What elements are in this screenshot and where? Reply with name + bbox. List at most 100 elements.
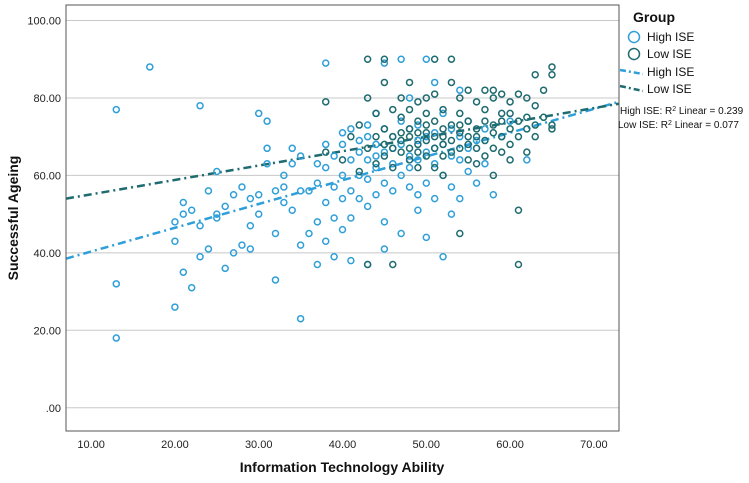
point-low-ise <box>380 140 389 149</box>
y-tick-label: 100.00 <box>27 15 61 27</box>
point-high-ise <box>238 183 246 191</box>
point-low-ise <box>363 260 372 269</box>
point-high-ise <box>330 152 338 160</box>
point-low-ise <box>472 125 481 133</box>
point-high-ise <box>372 140 380 149</box>
point-low-ise <box>472 98 481 106</box>
fit-line-high-ise <box>65 100 620 260</box>
point-high-ise <box>112 334 121 342</box>
point-low-ise <box>405 105 414 114</box>
point-high-ise <box>355 171 364 180</box>
r2-low-sup: 2 <box>668 120 672 127</box>
point-low-ise <box>389 144 397 153</box>
point-high-ise <box>422 132 431 141</box>
point-high-ise <box>204 187 213 195</box>
point-high-ise <box>397 117 405 125</box>
point-low-ise <box>389 132 397 141</box>
point-low-ise <box>372 132 380 141</box>
point-high-ise <box>414 136 422 145</box>
point-high-ise <box>464 144 472 153</box>
point-high-ise <box>338 129 347 137</box>
point-low-ise <box>489 129 498 137</box>
point-high-ise <box>414 121 422 129</box>
point-high-ise <box>456 156 464 164</box>
point-high-ise <box>171 303 179 311</box>
r2-low-suffix: Linear = 0.077 <box>672 120 739 131</box>
point-high-ise <box>430 194 439 203</box>
point-high-ise <box>238 241 246 249</box>
y-tick-label: 20.00 <box>33 325 61 337</box>
point-low-ise <box>506 125 514 133</box>
point-low-ise <box>422 152 431 160</box>
point-low-ise <box>548 63 556 71</box>
point-low-ise <box>523 94 531 102</box>
point-low-ise <box>539 86 548 94</box>
point-high-ise <box>288 160 296 168</box>
point-low-ise <box>531 101 539 110</box>
point-high-ise <box>296 241 305 249</box>
point-low-ise <box>405 125 414 133</box>
point-high-ise <box>481 125 489 133</box>
point-low-ise <box>397 113 405 122</box>
point-high-ise <box>313 179 322 187</box>
fit-line-low-ise <box>65 102 620 200</box>
point-low-ise <box>380 152 389 160</box>
x-axis-ticks: 10.00 20.00 30.00 40.00 50.00 60.00 70.00 <box>77 439 607 451</box>
point-high-ise <box>246 194 255 203</box>
legend-label-high-ise: High ISE <box>647 30 694 44</box>
point-high-ise <box>447 152 456 160</box>
x-axis-title: Information Technology Ability <box>240 459 445 475</box>
point-low-ise <box>523 148 531 156</box>
point-high-ise <box>456 194 464 203</box>
point-high-ise <box>246 245 255 253</box>
point-low-ise <box>414 117 422 125</box>
point-high-ise <box>414 191 422 199</box>
point-high-ise <box>288 206 296 215</box>
point-high-ise <box>271 276 280 284</box>
point-low-ise <box>422 136 431 145</box>
point-high-ise <box>338 225 347 234</box>
point-high-ise <box>179 198 188 207</box>
point-low-ise <box>439 171 447 180</box>
point-high-ise <box>422 179 431 187</box>
point-low-ise <box>481 86 489 94</box>
point-low-ise <box>464 156 472 164</box>
point-low-ise <box>422 94 431 102</box>
point-high-ise <box>422 148 431 156</box>
r2-low-prefix: Low ISE: R <box>618 120 668 131</box>
point-high-ise <box>338 171 347 180</box>
point-high-ise <box>254 210 263 218</box>
point-high-ise <box>397 55 405 63</box>
point-low-ise <box>430 144 439 153</box>
point-low-ise <box>397 136 405 145</box>
legend-marker-low-ise <box>627 47 641 61</box>
point-low-ise <box>456 121 464 129</box>
point-low-ise <box>422 121 431 129</box>
point-high-ise <box>271 187 280 195</box>
point-high-ise <box>146 63 154 71</box>
point-low-ise <box>447 78 456 87</box>
point-high-ise <box>506 117 514 125</box>
point-high-ise <box>196 221 204 230</box>
point-high-ise <box>305 187 313 195</box>
point-low-ise <box>321 98 330 106</box>
point-low-ise <box>548 121 556 129</box>
legend-marker-high-ise <box>627 30 641 44</box>
point-low-ise <box>405 144 414 153</box>
point-high-ise <box>254 109 263 118</box>
point-high-ise <box>296 314 305 323</box>
point-high-ise <box>405 94 414 102</box>
point-low-ise <box>506 109 514 118</box>
r2-high-suffix: Linear = 0.239 <box>676 106 743 117</box>
point-high-ise <box>414 156 422 164</box>
point-high-ise <box>355 136 364 145</box>
point-high-ise <box>347 187 355 195</box>
point-high-ise <box>330 183 338 191</box>
point-low-ise <box>439 125 447 133</box>
r2-high-sup: 2 <box>672 106 676 113</box>
point-low-ise <box>389 105 397 114</box>
point-low-ise <box>363 55 372 63</box>
point-low-ise <box>523 113 531 122</box>
point-low-ise <box>489 86 498 94</box>
point-high-ise <box>439 109 447 118</box>
